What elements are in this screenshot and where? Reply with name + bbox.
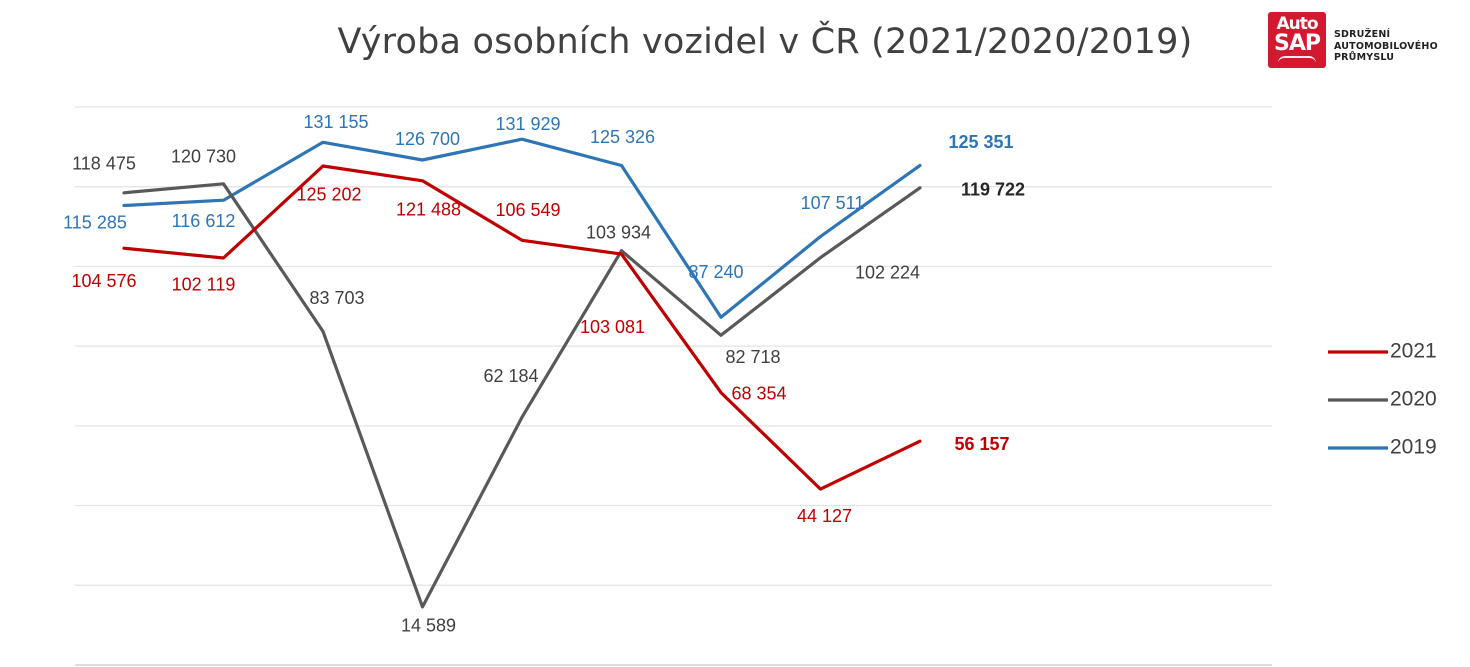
chart-title: Výroba osobních vozidel v ČR (2021/2020/… — [337, 22, 1193, 62]
data-label-2019: 107 511 — [801, 193, 865, 213]
legend-label-2019: 2019 — [1390, 436, 1437, 459]
legend-label-2020: 2020 — [1390, 388, 1437, 411]
logo-text-line: AUTOMOBILOVÉHO — [1334, 40, 1438, 52]
data-label-2020: 62 184 — [483, 366, 538, 386]
logo-line2: SAP — [1274, 31, 1321, 56]
logo-car-icon — [1278, 56, 1316, 63]
series-line-2019 — [122, 137, 922, 319]
data-label-2020: 14 589 — [401, 616, 456, 636]
data-label-2019: 87 240 — [688, 262, 743, 282]
series-line-2021 — [122, 164, 922, 491]
legend-label-2021: 2021 — [1390, 340, 1437, 363]
data-label-2019: 131 155 — [303, 112, 368, 132]
logo-text: SDRUŽENÍ AUTOMOBILOVÉHO PRŮMYSLU — [1334, 29, 1438, 64]
data-label-2019: 125 351 — [948, 132, 1013, 152]
data-label-2021: 106 549 — [495, 200, 560, 220]
data-label-2019: 116 612 — [172, 211, 236, 231]
logo-text-line: PRŮMYSLU — [1334, 52, 1395, 63]
data-label-2021: 103 081 — [580, 317, 645, 337]
data-label-2019: 126 700 — [395, 129, 460, 149]
data-label-2021: 102 119 — [172, 275, 236, 295]
series-line-2020 — [122, 182, 922, 609]
data-label-2020: 120 730 — [171, 147, 236, 167]
data-label-2019: 115 285 — [63, 212, 127, 232]
data-label-2019: 131 929 — [495, 114, 560, 134]
data-label-2021: 125 202 — [296, 185, 361, 205]
data-label-2021: 56 157 — [954, 434, 1009, 454]
data-label-2020: 103 934 — [586, 222, 651, 242]
data-label-2020: 83 703 — [309, 288, 364, 308]
data-label-2021: 121 488 — [396, 200, 461, 220]
data-label-2021: 104 576 — [71, 271, 136, 291]
logo-line1: Auto — [1276, 14, 1318, 34]
data-label-2021: 68 354 — [731, 383, 786, 403]
data-label-2021: 44 127 — [797, 506, 852, 526]
data-label-2020: 119 722 — [961, 180, 1025, 200]
data-label-2020: 102 224 — [855, 262, 920, 282]
autosap-logo: Auto SAP SDRUŽENÍ AUTOMOBILOVÉHO PRŮMYSL… — [1268, 12, 1458, 72]
data-label-2020: 118 475 — [72, 154, 136, 174]
logo-text-line: SDRUŽENÍ — [1334, 29, 1391, 40]
data-label-2020: 82 718 — [725, 347, 780, 367]
autosap-logo-badge: Auto SAP — [1268, 12, 1326, 68]
data-label-2019: 125 326 — [590, 127, 655, 147]
